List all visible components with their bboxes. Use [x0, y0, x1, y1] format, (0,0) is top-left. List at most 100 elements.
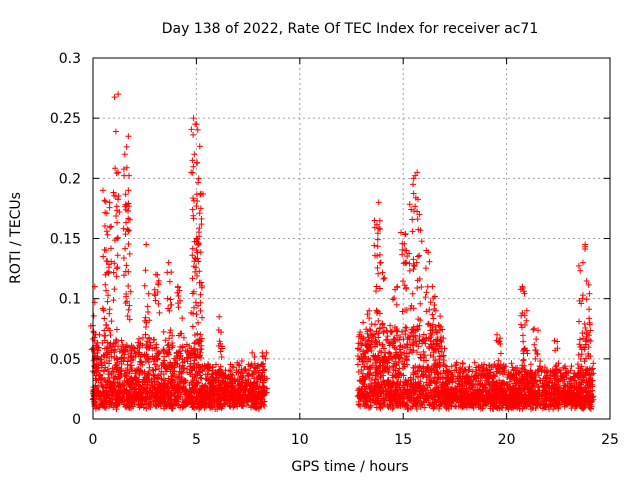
data-point — [170, 372, 177, 379]
data-point — [132, 367, 139, 374]
data-point — [194, 236, 201, 243]
data-point — [383, 327, 390, 334]
data-point — [188, 126, 195, 133]
data-point — [581, 320, 588, 327]
data-point — [371, 217, 378, 224]
data-point — [374, 308, 381, 315]
data-point — [113, 212, 120, 219]
data-point — [523, 317, 530, 324]
data-point — [372, 321, 379, 328]
data-point — [420, 348, 427, 355]
data-point — [189, 157, 196, 164]
data-point — [405, 406, 412, 413]
data-point — [543, 384, 550, 391]
data-point — [409, 216, 416, 223]
data-point — [131, 385, 138, 392]
data-point — [214, 403, 221, 410]
data-point — [527, 361, 534, 368]
data-point — [533, 336, 540, 343]
data-point — [195, 175, 202, 182]
data-point — [194, 126, 201, 133]
data-point — [521, 312, 528, 319]
data-point — [226, 400, 233, 407]
data-point — [505, 372, 512, 379]
data-point — [216, 313, 223, 320]
data-point — [375, 317, 382, 324]
data-point — [219, 378, 226, 385]
data-point — [247, 363, 254, 370]
data-point — [196, 143, 203, 150]
data-point — [577, 267, 584, 274]
data-point — [223, 393, 230, 400]
data-point — [125, 240, 132, 247]
data-point — [112, 165, 119, 172]
data-point — [192, 255, 199, 262]
data-point — [212, 361, 219, 368]
data-point — [414, 169, 421, 176]
data-point — [175, 292, 182, 299]
data-point — [486, 369, 493, 376]
data-point — [194, 242, 201, 249]
data-point — [109, 381, 116, 388]
data-point — [584, 370, 591, 377]
data-point — [378, 374, 385, 381]
data-point — [531, 341, 538, 348]
data-point — [114, 252, 121, 259]
data-point — [194, 249, 201, 256]
data-point — [576, 336, 583, 343]
data-point — [249, 391, 256, 398]
data-point — [480, 368, 487, 375]
data-point — [145, 309, 152, 316]
data-point — [110, 189, 117, 196]
data-point — [194, 389, 201, 396]
data-point — [145, 390, 152, 397]
data-point — [515, 394, 522, 401]
data-point — [516, 405, 523, 412]
data-point — [113, 366, 120, 373]
data-point — [142, 267, 149, 274]
data-point — [104, 379, 111, 386]
data-point — [196, 268, 203, 275]
data-point — [459, 404, 466, 411]
data-point — [419, 340, 426, 347]
data-point — [204, 361, 211, 368]
data-point — [520, 376, 527, 383]
data-point — [451, 388, 458, 395]
data-point — [417, 404, 424, 411]
data-point — [443, 363, 450, 370]
data-point — [189, 252, 196, 259]
data-point — [399, 308, 406, 315]
data-point — [118, 370, 125, 377]
data-point — [378, 349, 385, 356]
data-point — [583, 388, 590, 395]
data-point — [571, 374, 578, 381]
data-point — [499, 391, 506, 398]
data-point — [109, 388, 116, 395]
data-point — [444, 388, 451, 395]
data-point — [113, 170, 120, 177]
data-point — [211, 392, 218, 399]
data-point — [103, 247, 110, 254]
data-point — [159, 359, 166, 366]
data-point — [111, 396, 118, 403]
data-point — [410, 369, 417, 376]
data-point — [532, 396, 539, 403]
data-point — [437, 338, 444, 345]
data-point — [91, 391, 98, 398]
data-point — [126, 250, 133, 257]
data-point — [439, 326, 446, 333]
data-point — [408, 326, 415, 333]
data-point — [429, 283, 436, 290]
data-point — [568, 405, 575, 412]
data-point — [506, 384, 513, 391]
data-point — [144, 374, 151, 381]
data-point — [369, 362, 376, 369]
data-point — [152, 386, 159, 393]
data-point — [199, 314, 206, 321]
data-point — [142, 314, 149, 321]
data-point — [456, 380, 463, 387]
data-point — [526, 389, 533, 396]
data-point — [135, 401, 142, 408]
data-point — [194, 371, 201, 378]
data-point — [232, 378, 239, 385]
